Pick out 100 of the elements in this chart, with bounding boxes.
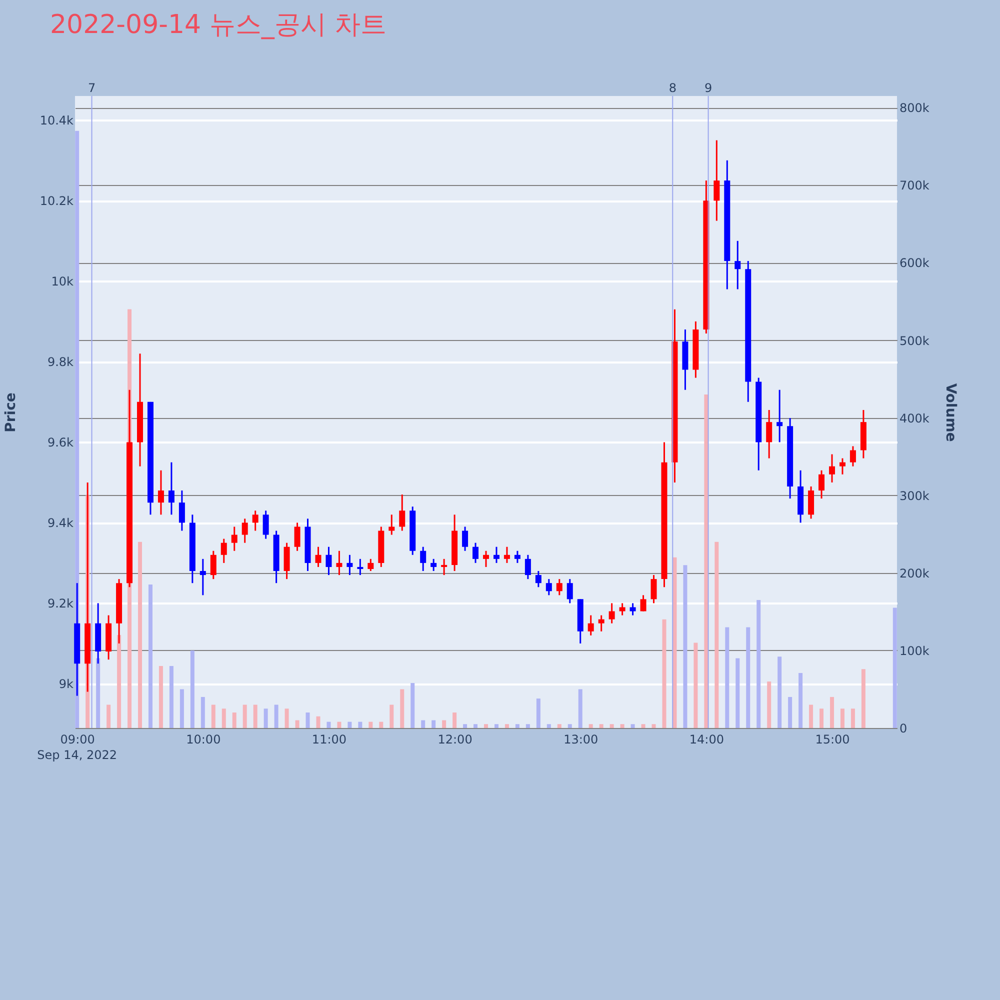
candlestick (766, 409, 772, 460)
bar (452, 712, 457, 728)
y-tick-label: 10.2k (40, 194, 74, 208)
bar (546, 724, 551, 728)
bar (526, 724, 530, 728)
candlestick (650, 574, 657, 604)
bar (368, 722, 373, 728)
candlestick (566, 578, 573, 604)
bar (861, 669, 866, 728)
bar (410, 683, 415, 728)
candlestick (210, 550, 216, 580)
ref-line-label: 9 (704, 81, 712, 95)
y-tick-label: 9.4k (47, 516, 74, 530)
y2-tick-label: 700k (900, 178, 930, 193)
y2-axis-title: Volume (942, 383, 958, 442)
bar (778, 656, 782, 728)
candlestick (640, 594, 646, 612)
candlestick (430, 558, 437, 572)
bar (840, 708, 844, 728)
bar (180, 689, 184, 728)
bar (662, 619, 666, 728)
text: Sep 14, 2022 (37, 748, 118, 762)
candlestick (252, 510, 258, 532)
y-tick-label: 9.8k (47, 355, 74, 370)
bar (200, 696, 205, 728)
bar (798, 672, 803, 728)
candlestick (588, 614, 594, 636)
bar (169, 666, 174, 728)
bar (211, 704, 216, 728)
candlestick (839, 458, 846, 476)
candlestick (714, 140, 720, 222)
candlestick (158, 470, 164, 516)
bar (117, 634, 122, 728)
bar (568, 724, 572, 728)
candlestick (776, 389, 783, 443)
bar (830, 696, 834, 728)
candlestick (818, 470, 825, 500)
bar (767, 681, 772, 728)
bar (704, 394, 708, 728)
candlestick (220, 538, 227, 564)
candlestick (368, 558, 374, 572)
bar (788, 696, 792, 728)
y2-tick-label: 500k (900, 334, 930, 348)
bar (400, 689, 404, 728)
bar (295, 720, 300, 728)
bar (714, 542, 719, 728)
candlestick (514, 550, 520, 564)
candlestick (346, 554, 353, 576)
y2-tick-label: 100k (900, 644, 930, 658)
candlestick (262, 510, 269, 540)
x-tick-label: 13:00 (564, 732, 598, 746)
candlestick (493, 546, 500, 564)
y-tick-label: 9.6k (47, 436, 74, 450)
bar (306, 712, 310, 728)
bar (620, 724, 624, 728)
bar (515, 724, 520, 728)
candlestick (630, 602, 636, 616)
candlestick (326, 546, 332, 576)
candlestick (399, 494, 406, 532)
bar (264, 708, 268, 728)
ref-line-label: 7 (88, 81, 96, 95)
x-tick-label: 15:00 (815, 732, 850, 746)
bar (190, 650, 194, 728)
bar (148, 584, 152, 728)
y-axis-title: Price (2, 392, 19, 432)
bar (106, 704, 111, 728)
candlestick (828, 454, 835, 484)
y2-tick-label: 300k (900, 488, 930, 503)
y-tick-label: 9.2k (47, 596, 74, 611)
candlestick (524, 554, 531, 580)
bar (348, 722, 352, 728)
bar (421, 720, 426, 728)
bar (610, 724, 614, 728)
candlestick (357, 558, 364, 576)
candlestick (242, 518, 248, 544)
x-tick-label: 14:00 (689, 732, 724, 746)
bar (504, 724, 509, 728)
bar (683, 565, 688, 728)
bar (96, 658, 100, 728)
bar (850, 708, 855, 728)
bar (316, 716, 320, 728)
y2-tick-label: 0 (900, 722, 908, 736)
candlestick (441, 558, 448, 576)
bar (725, 627, 730, 728)
bar (494, 724, 498, 728)
bar (484, 724, 488, 728)
bar (442, 720, 446, 728)
bar (809, 704, 814, 728)
x-tick-label: 12:00 (438, 732, 472, 746)
bar (337, 722, 342, 728)
y2-tick-label: 200k (900, 566, 930, 580)
candlestick (336, 550, 342, 576)
x-tick-label: 11:00 (312, 732, 347, 746)
candlestick (619, 602, 626, 616)
candlestick (200, 558, 206, 596)
bar (253, 704, 258, 728)
bar (138, 542, 142, 728)
candlestick (734, 240, 741, 290)
bar (390, 704, 394, 728)
candlestick (546, 578, 552, 596)
